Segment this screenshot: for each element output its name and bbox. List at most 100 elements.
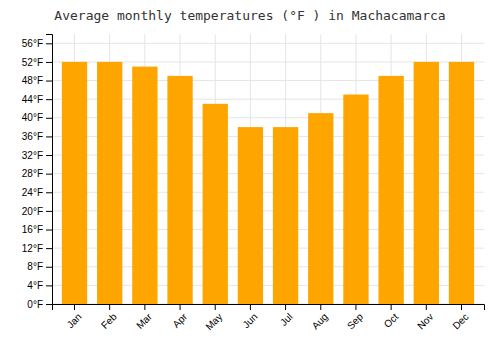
bar (167, 76, 192, 304)
y-tick-label: 48°F (22, 75, 43, 86)
chart: Average monthly temperatures (°F ) in Ma… (0, 0, 500, 350)
y-tick-label: 56°F (22, 38, 43, 49)
bar (308, 113, 333, 304)
plot: 0°F 4°F 8°F 12°F 16°F 20°F 24°F 28°F 32°F 36°F 40°… (22, 34, 485, 332)
y-tick-mark (46, 174, 52, 175)
y-tick: 56°F (22, 38, 52, 49)
x-tick: Jan (65, 304, 84, 330)
y-tick-label: 52°F (22, 57, 43, 68)
y-tick-label: 16°F (22, 224, 43, 235)
x-tick-label: Dec (450, 311, 470, 331)
bar (203, 104, 228, 304)
x-tick-label: Apr (170, 311, 189, 330)
y-tick: 12°F (22, 243, 52, 254)
x-tick-label: May (203, 311, 224, 332)
y-tick-label: 20°F (22, 206, 43, 217)
y-axis-line (46, 35, 53, 305)
y-tick-label: 12°F (22, 243, 43, 254)
x-tick: Feb (99, 304, 119, 331)
x-tick-label: Nov (415, 311, 435, 331)
y-tick-label: 4°F (27, 280, 43, 291)
y-tick-label: 8°F (27, 261, 43, 272)
bar (97, 62, 122, 304)
y-tick-mark (46, 99, 52, 100)
y-tick-label: 24°F (22, 187, 43, 198)
y-tick: 4°F (27, 280, 52, 291)
bars (62, 62, 474, 304)
bar (132, 67, 157, 304)
x-tick-label: Sep (345, 311, 366, 332)
x-tick-mark (109, 304, 110, 310)
x-tick-mark (285, 304, 286, 310)
x-axis-line (53, 305, 485, 311)
y-tick-mark (46, 62, 52, 63)
y-tick: 20°F (22, 206, 52, 217)
x-tick: Dec (450, 304, 470, 331)
y-tick-label: 44°F (22, 94, 43, 105)
y-tick-mark (46, 285, 52, 286)
x-tick-label: Oct (382, 311, 401, 330)
y-tick: 28°F (22, 168, 52, 179)
x-tick-mark (144, 304, 145, 310)
y-tick-mark (46, 248, 52, 249)
bar (238, 127, 263, 304)
y-tick-label: 40°F (22, 112, 43, 123)
y-tick: 36°F (22, 131, 52, 142)
y-tick-mark (46, 118, 52, 119)
y-tick-mark (46, 304, 52, 305)
x-tick-mark (320, 304, 321, 310)
y-tick-label: 36°F (22, 131, 43, 142)
x-tick-mark (180, 304, 181, 310)
y-tick-label: 32°F (22, 150, 43, 161)
x-tick: Sep (345, 304, 366, 331)
bar (449, 62, 474, 304)
x-tick: Jun (240, 304, 259, 330)
x-tick-mark (461, 304, 462, 310)
x-tick-mark (426, 304, 427, 310)
x-tick-mark (355, 304, 356, 310)
x-tick-label: Jun (240, 311, 259, 330)
grid (52, 34, 484, 304)
x-tick: Oct (382, 304, 401, 330)
x-tick: May (203, 304, 224, 332)
x-tick: Jul (278, 304, 295, 328)
y-tick: 24°F (22, 187, 52, 198)
y-tick-mark (46, 192, 52, 193)
y-tick: 16°F (22, 224, 52, 235)
x-tick-label: Jul (278, 311, 295, 328)
x-tick-mark (215, 304, 216, 310)
y-tick: 0°F (27, 299, 52, 310)
x-tick-mark (74, 304, 75, 310)
bar (273, 127, 298, 304)
bar (414, 62, 439, 304)
y-tick-mark (46, 81, 52, 82)
y-tick: 32°F (22, 150, 52, 161)
bar (343, 95, 368, 304)
bar (378, 76, 403, 304)
x-tick-mark (391, 304, 392, 310)
x-tick-mark (250, 304, 251, 310)
x-tick: Nov (415, 304, 435, 331)
x-tick-label: Feb (99, 311, 119, 331)
y-tick: 48°F (22, 75, 52, 86)
x-tick-label: Jan (65, 311, 84, 330)
x-tick: Aug (310, 304, 330, 331)
y-tick-mark (46, 267, 52, 268)
y-tick-mark (46, 43, 52, 44)
x-tick: Mar (134, 304, 154, 331)
x-axis: Jan Feb Mar Apr May Jun Jul Aug Sep Oct Nov Dec (53, 304, 485, 332)
y-tick: 52°F (22, 57, 52, 68)
y-tick-label: 0°F (27, 299, 43, 310)
y-tick-label: 28°F (22, 168, 43, 179)
y-axis: 0°F 4°F 8°F 12°F 16°F 20°F 24°F 28°F 32°F 36°F 40°… (22, 35, 53, 310)
bar (62, 62, 87, 304)
y-tick-mark (46, 136, 52, 137)
y-tick: 8°F (27, 261, 52, 272)
chart-container: Average monthly temperatures (°F ) in Ma… (0, 0, 500, 350)
y-tick: 40°F (22, 112, 52, 123)
x-tick-label: Mar (134, 311, 154, 331)
y-tick-mark (46, 230, 52, 231)
title: Average monthly temperatures (°F ) in Ma… (54, 8, 445, 23)
y-tick-mark (46, 155, 52, 156)
y-tick-mark (46, 211, 52, 212)
